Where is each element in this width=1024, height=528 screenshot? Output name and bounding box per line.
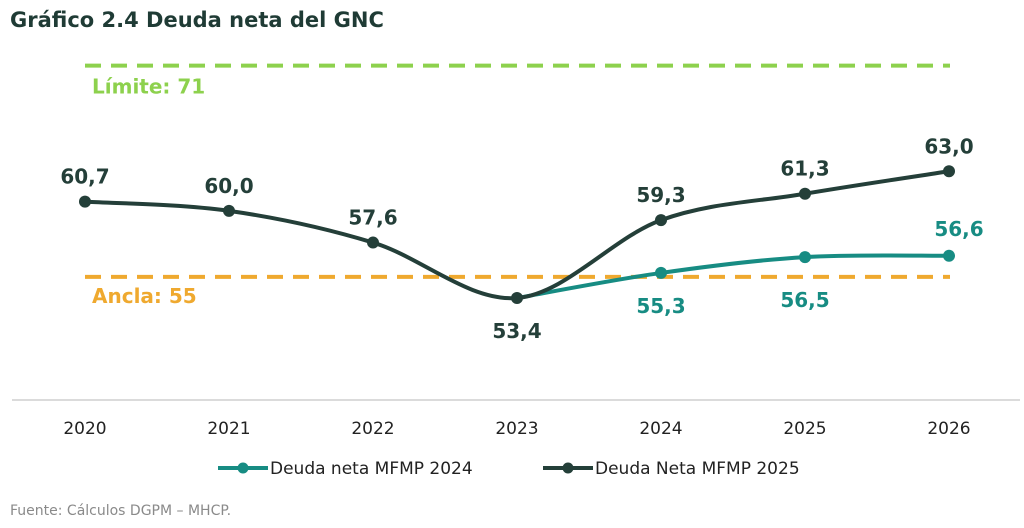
data-point xyxy=(79,195,91,208)
data-point xyxy=(943,249,955,262)
x-tick-label: 2026 xyxy=(927,419,970,439)
x-tick-label: 2021 xyxy=(207,419,250,439)
data-label: 57,6 xyxy=(348,206,397,230)
data-label: 60,0 xyxy=(204,174,253,198)
x-tick-label: 2023 xyxy=(495,419,538,439)
data-label: 63,0 xyxy=(924,134,973,158)
data-labels: 55,3 56,5 56,6 60,7 60,0 57,6 53,4 59,3 61,3 63,0 xyxy=(60,134,983,343)
data-point xyxy=(223,204,235,217)
legend-marker xyxy=(237,462,249,474)
data-label: 53,4 xyxy=(492,319,541,343)
data-point xyxy=(943,165,955,178)
x-tick-label: 2024 xyxy=(639,419,682,439)
data-label: 61,3 xyxy=(780,157,829,181)
reference-line-label: Límite: 71 xyxy=(92,75,205,99)
reference-line-label: Ancla: 55 xyxy=(92,284,197,308)
data-point xyxy=(655,266,667,279)
x-axis: 2020 2021 2022 2023 2024 2025 2026 xyxy=(12,399,1020,439)
data-point xyxy=(799,187,811,200)
legend-marker xyxy=(562,462,574,474)
legend-label: Deuda neta MFMP 2024 xyxy=(270,459,473,479)
x-tick-label: 2020 xyxy=(63,419,106,439)
series-lines xyxy=(79,165,955,304)
data-point xyxy=(511,292,523,304)
data-label: 59,3 xyxy=(636,183,685,207)
series-line xyxy=(515,253,951,300)
legend: Deuda neta MFMP 2024 Deuda Neta MFMP 2025 xyxy=(218,459,800,479)
data-label: 55,3 xyxy=(636,294,685,318)
x-tick-label: 2025 xyxy=(783,419,826,439)
data-point xyxy=(799,251,811,264)
data-point xyxy=(655,214,667,227)
x-tick-label: 2022 xyxy=(351,419,394,439)
source-note: Fuente: Cálculos DGPM – MHCP. xyxy=(10,503,232,519)
data-label: 56,6 xyxy=(934,217,983,241)
chart-title: Gráfico 2.4 Deuda neta del GNC xyxy=(10,8,384,32)
reference-lines: Límite: 71 Ancla: 55 xyxy=(85,63,950,308)
legend-label: Deuda Neta MFMP 2025 xyxy=(595,459,800,479)
data-label: 56,5 xyxy=(780,288,829,312)
data-label: 60,7 xyxy=(60,165,109,189)
data-point xyxy=(367,236,379,249)
